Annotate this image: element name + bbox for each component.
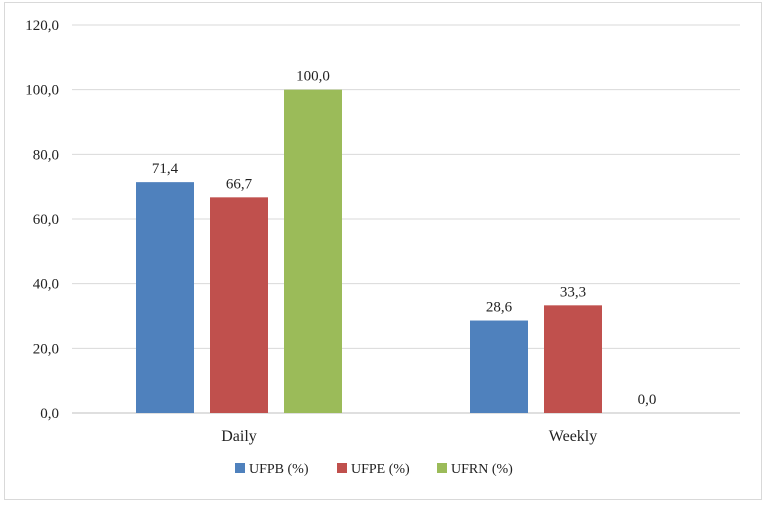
- legend-label: UFRN (%): [451, 462, 513, 477]
- bar-ufpb-weekly: [470, 320, 528, 413]
- legend-swatch: [235, 463, 245, 473]
- data-label: 28,6: [486, 300, 513, 316]
- y-tick-label: 40,0: [33, 277, 59, 293]
- y-tick-label: 80,0: [33, 147, 59, 163]
- bar-ufpe-weekly: [544, 305, 602, 413]
- y-tick-label: 20,0: [33, 341, 59, 357]
- y-tick-label: 60,0: [33, 212, 59, 228]
- legend-swatch: [437, 463, 447, 473]
- legend-label: UFPE (%): [351, 462, 410, 477]
- y-tick-label: 0,0: [40, 406, 59, 422]
- bar-ufpe-daily: [210, 197, 268, 413]
- data-label: 0,0: [638, 392, 657, 408]
- data-label: 66,7: [226, 176, 253, 192]
- y-tick-label: 100,0: [25, 83, 59, 99]
- data-label: 33,3: [560, 284, 586, 300]
- data-label: 71,4: [152, 161, 179, 177]
- bars: [136, 89, 602, 414]
- x-category-label: Weekly: [549, 428, 597, 445]
- legend-label: UFPB (%): [249, 462, 309, 477]
- x-axis-categories: Daily Weekly: [221, 428, 597, 445]
- data-label: 100,0: [296, 69, 330, 85]
- chart-frame: 0,0 20,0 40,0 60,0 80,0 100,0 120,0 71,4 66,7 10…: [4, 2, 762, 500]
- x-category-label: Daily: [221, 428, 257, 445]
- y-axis-ticks: 0,0 20,0 40,0 60,0 80,0 100,0 120,0: [25, 18, 59, 422]
- legend-swatch: [337, 463, 347, 473]
- bar-ufrn-daily: [284, 89, 342, 414]
- bar-ufpb-daily: [136, 182, 194, 413]
- bar-chart: 0,0 20,0 40,0 60,0 80,0 100,0 120,0 71,4 66,7 10…: [25, 18, 740, 477]
- data-labels: 71,4 66,7 100,0 28,6 33,3 0,0: [152, 69, 657, 408]
- y-tick-label: 120,0: [25, 18, 59, 34]
- legend: UFPB (%) UFPE (%) UFRN (%): [235, 462, 513, 477]
